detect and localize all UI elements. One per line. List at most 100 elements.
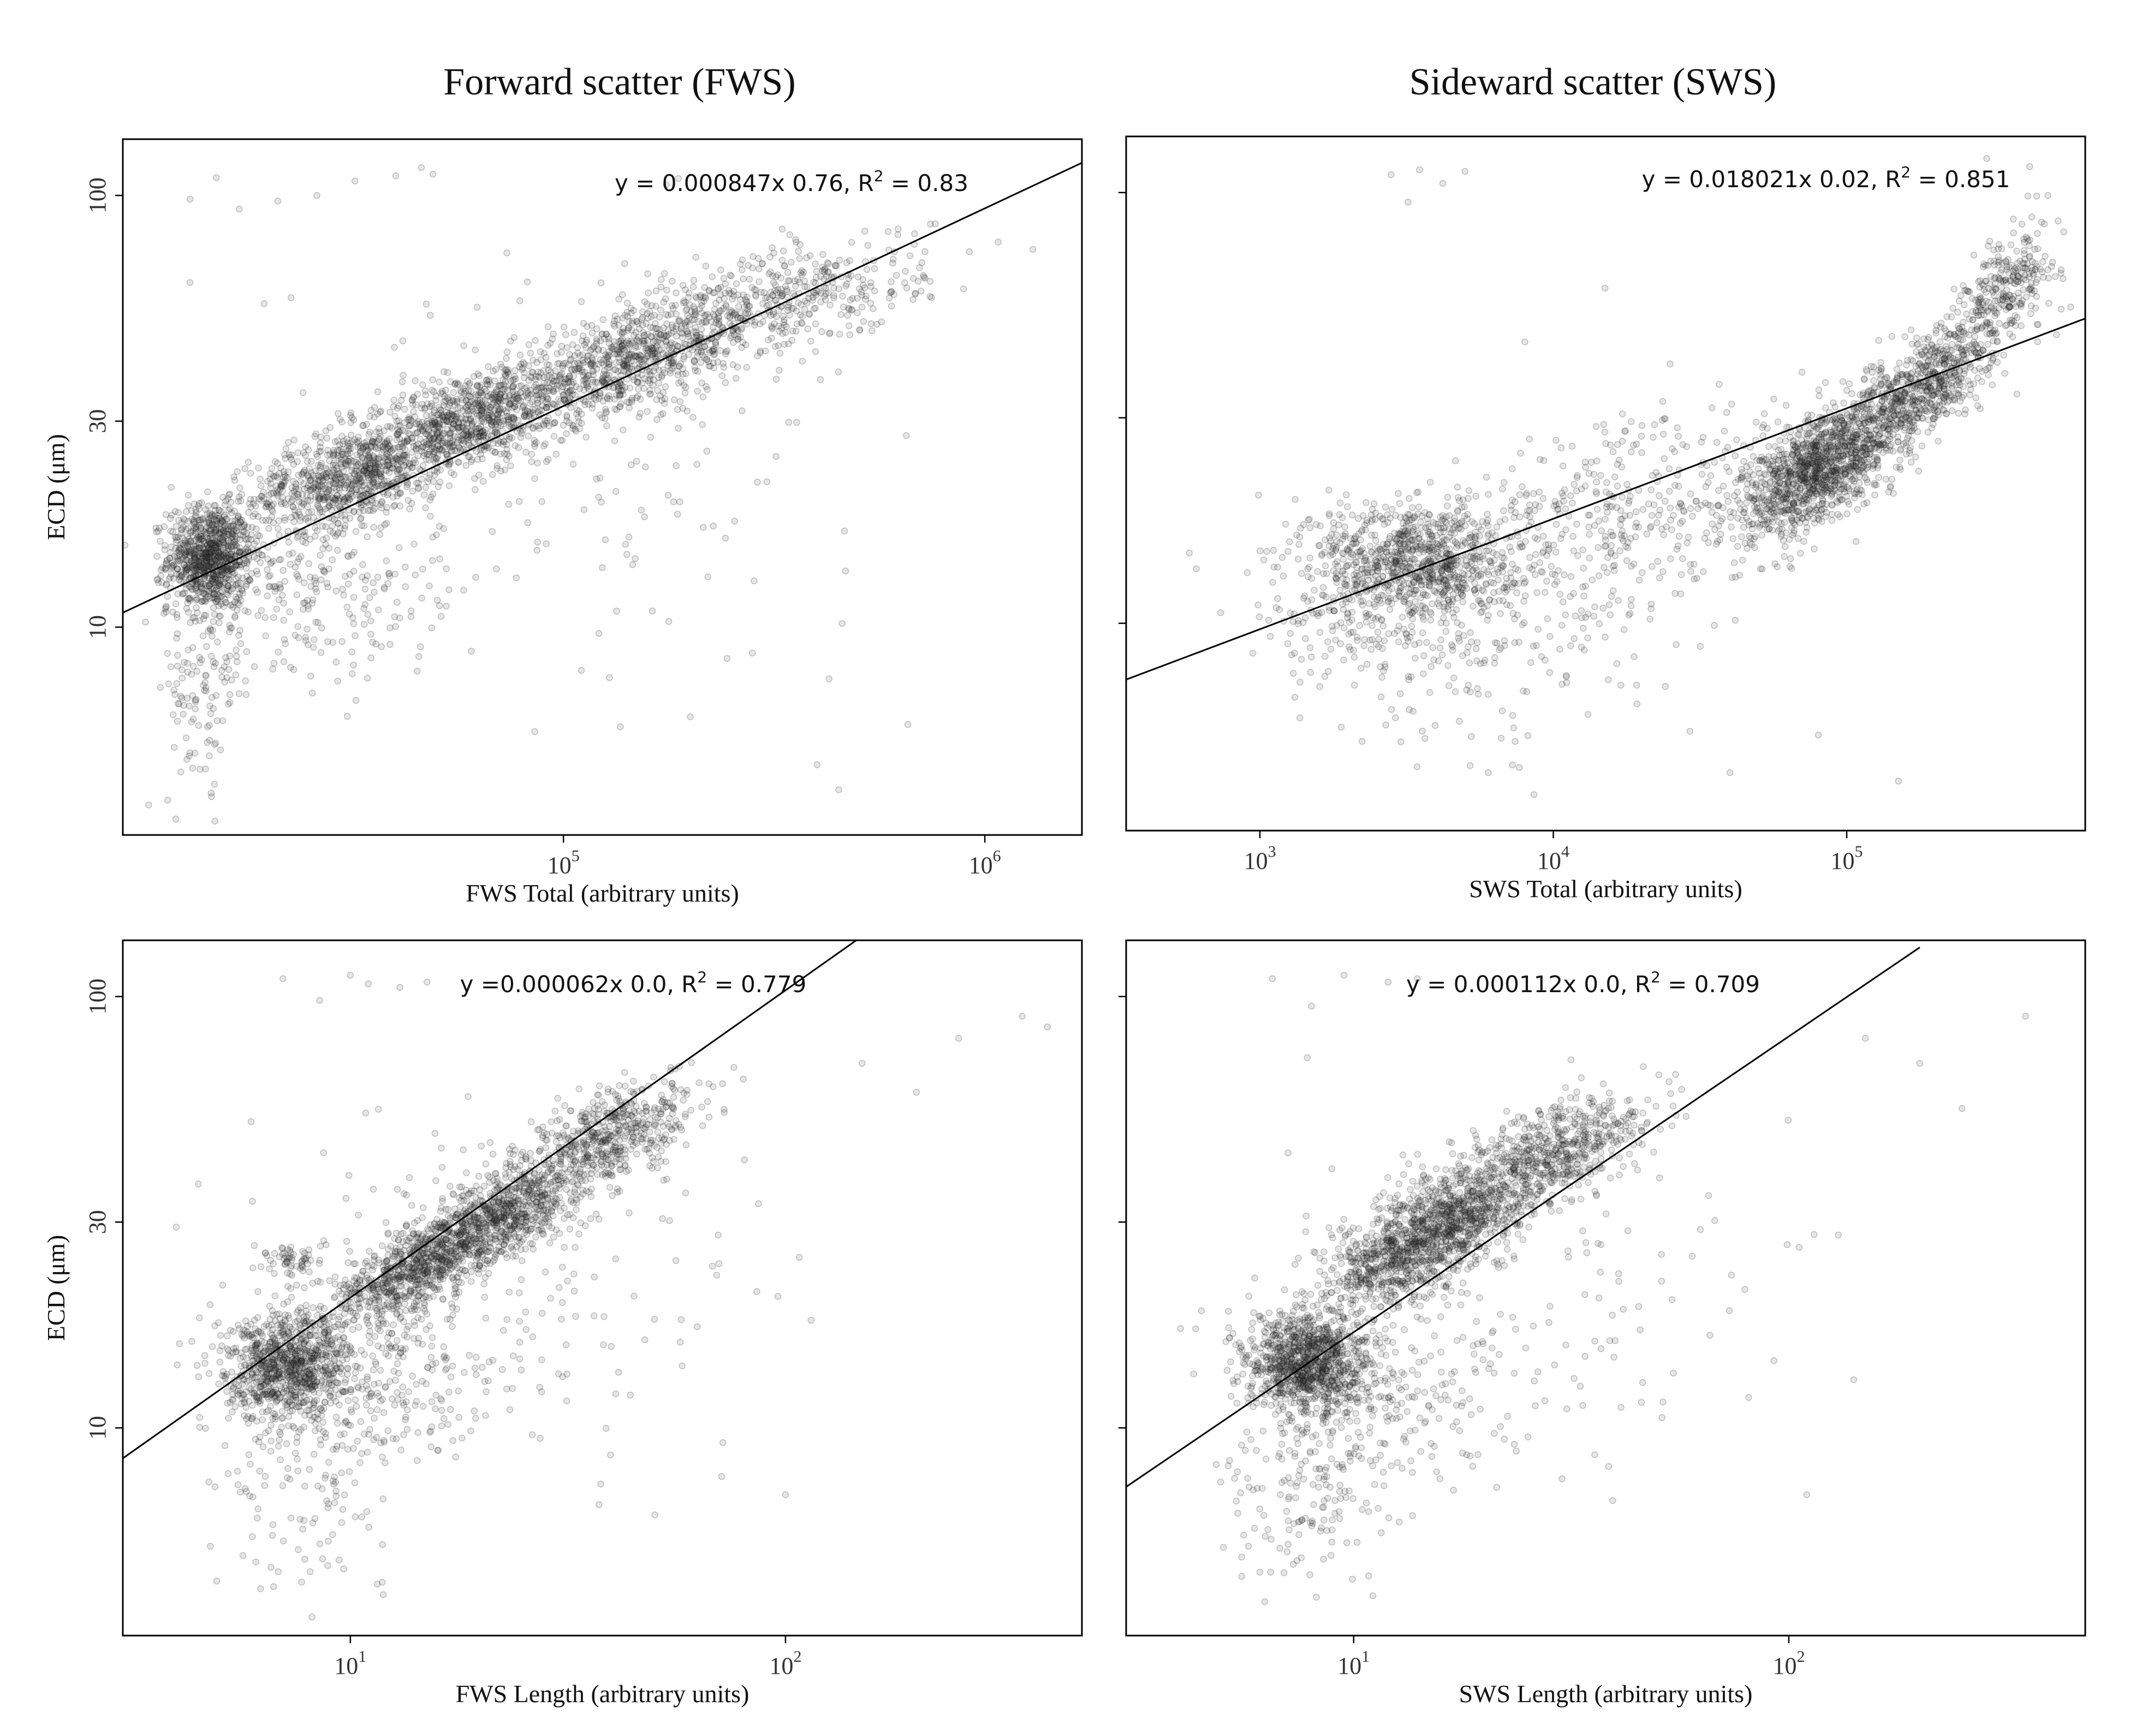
data-point [697,359,704,366]
data-point [710,522,717,530]
data-point [658,372,666,379]
data-point [532,422,540,430]
data-point [211,502,218,509]
data-point [727,271,734,279]
data-point [1415,550,1423,557]
data-point [199,633,207,640]
data-point [161,542,169,549]
data-point [611,338,618,345]
data-point [644,408,651,415]
data-point [350,568,358,575]
data-point [215,515,222,522]
data-point [460,342,467,349]
data-point [179,554,187,562]
data-point [234,521,242,528]
data-point [350,661,357,669]
data-point [168,564,175,571]
data-point [375,470,383,478]
data-point [776,367,783,374]
data-point [528,458,535,466]
data-point [870,305,877,313]
data-point [812,279,819,287]
data-point [575,365,582,372]
data-point [669,277,676,285]
data-point [230,542,237,550]
data-point [810,305,818,312]
data-point [848,306,856,313]
data-point [213,558,221,566]
data-point [376,408,384,416]
data-point [175,533,182,541]
data-point [406,462,414,470]
data-point [310,514,318,521]
data-point [414,418,422,425]
data-point [212,739,219,747]
data-point [307,493,314,500]
data-point [415,653,423,660]
data-point [609,384,616,391]
data-point [212,660,219,667]
data-point [386,641,394,648]
data-point [1476,532,1483,540]
data-point [741,303,748,311]
data-point [812,348,819,355]
data-point [826,301,834,309]
data-point [781,316,788,324]
data-point [759,318,766,325]
data-point [667,367,674,374]
data-point [835,368,842,375]
data-point [772,375,780,383]
y-tick-label: 30 [84,409,111,433]
data-point [505,500,513,508]
data-point [332,587,340,595]
data-point [593,325,600,332]
data-point [521,360,528,368]
data-point [920,273,927,281]
data-point [508,434,515,442]
data-point [595,630,603,637]
data-point [175,546,182,554]
data-point [184,566,192,574]
data-point [281,451,288,458]
data-point [692,254,700,261]
data-point [694,318,702,325]
data-point [544,361,551,368]
data-point [673,332,680,340]
data-point [465,431,472,438]
data-point [755,255,762,262]
data-point [197,550,204,557]
data-point [682,307,689,314]
data-point [426,582,433,589]
data-point [334,410,342,417]
data-point [304,503,312,510]
data-point [316,504,323,512]
data-point [172,815,180,823]
data-point [322,427,330,434]
data-point [213,717,221,724]
data-point [795,248,802,255]
data-point [211,590,218,597]
data-point [401,427,408,435]
data-point [578,298,585,306]
data-point [871,287,878,295]
data-point [596,474,604,482]
data-point [437,613,445,620]
data-point [248,523,256,531]
data-point [174,565,182,572]
data-point [526,400,534,407]
data-point [862,293,870,300]
data-point [152,524,159,532]
data-point [191,520,198,528]
data-point [192,562,200,569]
data-point [280,658,288,665]
data-point [200,575,207,583]
data-point [539,402,546,410]
data-point [665,344,673,352]
data-point [154,579,162,586]
data-point [161,565,169,572]
data-point [1284,548,1292,555]
data-point [212,556,220,563]
data-point [595,493,602,501]
data-point [251,496,258,503]
data-point [339,586,347,593]
